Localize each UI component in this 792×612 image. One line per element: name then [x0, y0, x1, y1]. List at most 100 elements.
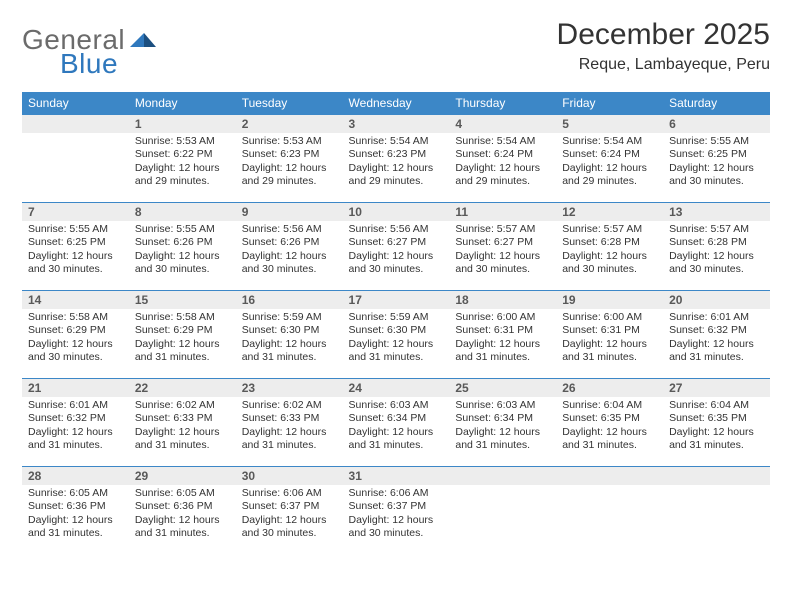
day-number: 12: [556, 203, 663, 221]
day-number: 29: [129, 467, 236, 485]
calendar-cell: 10Sunrise: 5:56 AMSunset: 6:27 PMDayligh…: [343, 203, 450, 291]
calendar-cell: 8Sunrise: 5:55 AMSunset: 6:26 PMDaylight…: [129, 203, 236, 291]
calendar-body: 1Sunrise: 5:53 AMSunset: 6:22 PMDaylight…: [22, 115, 770, 555]
day-details: Sunrise: 5:56 AMSunset: 6:27 PMDaylight:…: [343, 221, 450, 281]
day-number: 19: [556, 291, 663, 309]
day-details: Sunrise: 5:58 AMSunset: 6:29 PMDaylight:…: [22, 309, 129, 369]
logo-text-blue: Blue: [60, 48, 118, 79]
calendar-cell: 5Sunrise: 5:54 AMSunset: 6:24 PMDaylight…: [556, 115, 663, 203]
day-details: Sunrise: 5:54 AMSunset: 6:24 PMDaylight:…: [449, 133, 556, 193]
day-number: 25: [449, 379, 556, 397]
day-number: 16: [236, 291, 343, 309]
calendar-cell: 24Sunrise: 6:03 AMSunset: 6:34 PMDayligh…: [343, 379, 450, 467]
weekday-header-row: SundayMondayTuesdayWednesdayThursdayFrid…: [22, 92, 770, 115]
calendar-cell: [449, 467, 556, 555]
day-number: 28: [22, 467, 129, 485]
calendar-cell: 1Sunrise: 5:53 AMSunset: 6:22 PMDaylight…: [129, 115, 236, 203]
day-number: 26: [556, 379, 663, 397]
calendar-cell: 11Sunrise: 5:57 AMSunset: 6:27 PMDayligh…: [449, 203, 556, 291]
day-details: [556, 485, 663, 491]
day-details: Sunrise: 5:59 AMSunset: 6:30 PMDaylight:…: [236, 309, 343, 369]
day-details: Sunrise: 6:03 AMSunset: 6:34 PMDaylight:…: [343, 397, 450, 457]
day-number: 18: [449, 291, 556, 309]
calendar-cell: 31Sunrise: 6:06 AMSunset: 6:37 PMDayligh…: [343, 467, 450, 555]
day-number: 13: [663, 203, 770, 221]
day-number: 31: [343, 467, 450, 485]
day-details: Sunrise: 5:59 AMSunset: 6:30 PMDaylight:…: [343, 309, 450, 369]
calendar-cell: 18Sunrise: 6:00 AMSunset: 6:31 PMDayligh…: [449, 291, 556, 379]
calendar-cell: 19Sunrise: 6:00 AMSunset: 6:31 PMDayligh…: [556, 291, 663, 379]
weekday-header: Wednesday: [343, 92, 450, 115]
day-number: [449, 467, 556, 485]
day-number: 24: [343, 379, 450, 397]
day-number: 3: [343, 115, 450, 133]
location: Reque, Lambayeque, Peru: [557, 56, 770, 74]
calendar-cell: [22, 115, 129, 203]
calendar-cell: [663, 467, 770, 555]
calendar-cell: 26Sunrise: 6:04 AMSunset: 6:35 PMDayligh…: [556, 379, 663, 467]
day-details: Sunrise: 6:05 AMSunset: 6:36 PMDaylight:…: [129, 485, 236, 545]
day-number: 1: [129, 115, 236, 133]
day-details: Sunrise: 6:04 AMSunset: 6:35 PMDaylight:…: [556, 397, 663, 457]
day-details: Sunrise: 6:00 AMSunset: 6:31 PMDaylight:…: [556, 309, 663, 369]
day-details: [449, 485, 556, 491]
calendar-cell: 14Sunrise: 5:58 AMSunset: 6:29 PMDayligh…: [22, 291, 129, 379]
calendar-cell: 9Sunrise: 5:56 AMSunset: 6:26 PMDaylight…: [236, 203, 343, 291]
day-number: 17: [343, 291, 450, 309]
day-number: 6: [663, 115, 770, 133]
day-details: Sunrise: 5:57 AMSunset: 6:28 PMDaylight:…: [556, 221, 663, 281]
day-number: 10: [343, 203, 450, 221]
day-number: 30: [236, 467, 343, 485]
day-details: Sunrise: 5:54 AMSunset: 6:24 PMDaylight:…: [556, 133, 663, 193]
day-details: Sunrise: 6:06 AMSunset: 6:37 PMDaylight:…: [236, 485, 343, 545]
calendar-cell: 30Sunrise: 6:06 AMSunset: 6:37 PMDayligh…: [236, 467, 343, 555]
day-number: 7: [22, 203, 129, 221]
day-details: Sunrise: 6:04 AMSunset: 6:35 PMDaylight:…: [663, 397, 770, 457]
calendar-cell: 2Sunrise: 5:53 AMSunset: 6:23 PMDaylight…: [236, 115, 343, 203]
calendar-cell: 6Sunrise: 5:55 AMSunset: 6:25 PMDaylight…: [663, 115, 770, 203]
day-details: Sunrise: 6:00 AMSunset: 6:31 PMDaylight:…: [449, 309, 556, 369]
calendar-table: SundayMondayTuesdayWednesdayThursdayFrid…: [22, 92, 770, 555]
day-details: Sunrise: 5:58 AMSunset: 6:29 PMDaylight:…: [129, 309, 236, 369]
day-details: Sunrise: 5:57 AMSunset: 6:27 PMDaylight:…: [449, 221, 556, 281]
day-number: 27: [663, 379, 770, 397]
month-title: December 2025: [557, 18, 770, 52]
calendar-cell: 20Sunrise: 6:01 AMSunset: 6:32 PMDayligh…: [663, 291, 770, 379]
calendar-cell: 13Sunrise: 5:57 AMSunset: 6:28 PMDayligh…: [663, 203, 770, 291]
calendar-cell: 28Sunrise: 6:05 AMSunset: 6:36 PMDayligh…: [22, 467, 129, 555]
title-block: December 2025 Reque, Lambayeque, Peru: [557, 18, 770, 74]
weekday-header: Thursday: [449, 92, 556, 115]
calendar-cell: 17Sunrise: 5:59 AMSunset: 6:30 PMDayligh…: [343, 291, 450, 379]
calendar-cell: 22Sunrise: 6:02 AMSunset: 6:33 PMDayligh…: [129, 379, 236, 467]
weekday-header: Sunday: [22, 92, 129, 115]
day-details: Sunrise: 6:01 AMSunset: 6:32 PMDaylight:…: [22, 397, 129, 457]
weekday-header: Saturday: [663, 92, 770, 115]
day-details: Sunrise: 5:53 AMSunset: 6:22 PMDaylight:…: [129, 133, 236, 193]
calendar-cell: 3Sunrise: 5:54 AMSunset: 6:23 PMDaylight…: [343, 115, 450, 203]
calendar-cell: 29Sunrise: 6:05 AMSunset: 6:36 PMDayligh…: [129, 467, 236, 555]
day-details: Sunrise: 6:02 AMSunset: 6:33 PMDaylight:…: [129, 397, 236, 457]
logo-mark-icon: [130, 31, 156, 49]
day-details: Sunrise: 5:56 AMSunset: 6:26 PMDaylight:…: [236, 221, 343, 281]
day-number: [663, 467, 770, 485]
calendar-cell: 23Sunrise: 6:02 AMSunset: 6:33 PMDayligh…: [236, 379, 343, 467]
day-number: 2: [236, 115, 343, 133]
day-details: Sunrise: 5:55 AMSunset: 6:25 PMDaylight:…: [22, 221, 129, 281]
calendar-cell: 4Sunrise: 5:54 AMSunset: 6:24 PMDaylight…: [449, 115, 556, 203]
day-details: Sunrise: 6:06 AMSunset: 6:37 PMDaylight:…: [343, 485, 450, 545]
day-number: 9: [236, 203, 343, 221]
day-number: 11: [449, 203, 556, 221]
calendar-cell: 25Sunrise: 6:03 AMSunset: 6:34 PMDayligh…: [449, 379, 556, 467]
day-number: 4: [449, 115, 556, 133]
day-details: Sunrise: 6:03 AMSunset: 6:34 PMDaylight:…: [449, 397, 556, 457]
day-details: Sunrise: 5:55 AMSunset: 6:25 PMDaylight:…: [663, 133, 770, 193]
calendar-cell: 15Sunrise: 5:58 AMSunset: 6:29 PMDayligh…: [129, 291, 236, 379]
calendar-cell: 7Sunrise: 5:55 AMSunset: 6:25 PMDaylight…: [22, 203, 129, 291]
day-number: [22, 115, 129, 133]
day-number: 8: [129, 203, 236, 221]
calendar-cell: 21Sunrise: 6:01 AMSunset: 6:32 PMDayligh…: [22, 379, 129, 467]
day-details: [22, 133, 129, 139]
day-details: Sunrise: 5:54 AMSunset: 6:23 PMDaylight:…: [343, 133, 450, 193]
day-details: Sunrise: 6:01 AMSunset: 6:32 PMDaylight:…: [663, 309, 770, 369]
day-details: Sunrise: 5:53 AMSunset: 6:23 PMDaylight:…: [236, 133, 343, 193]
